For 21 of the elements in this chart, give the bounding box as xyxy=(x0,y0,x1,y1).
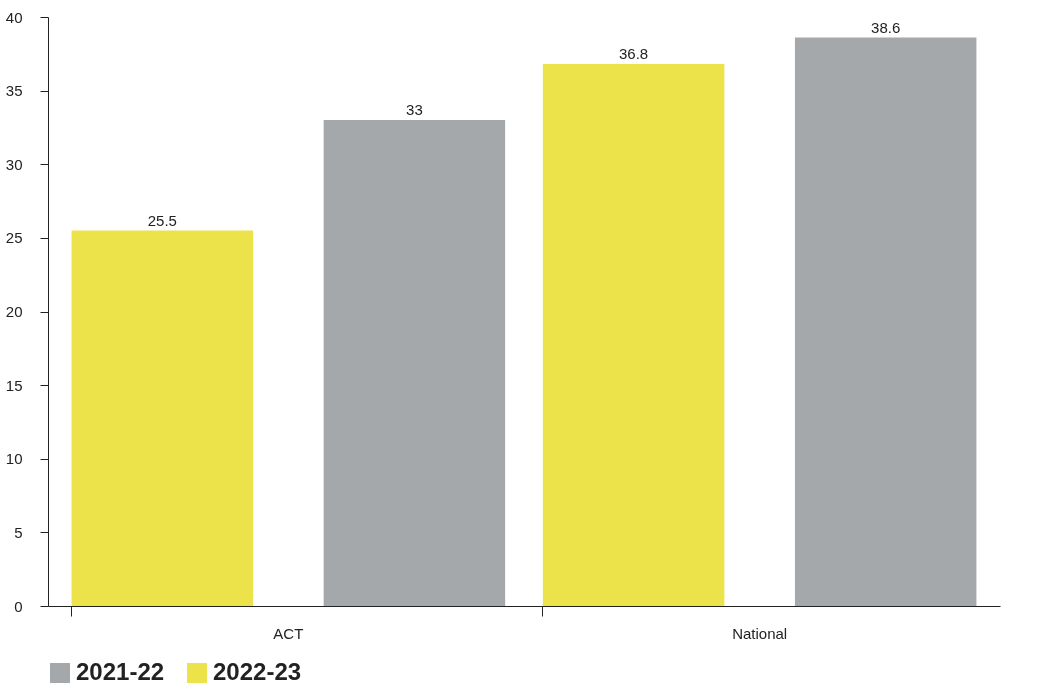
bar xyxy=(323,120,506,606)
data-label: 38.6 xyxy=(871,18,901,36)
bar xyxy=(71,230,254,606)
y-tick-label: 15 xyxy=(5,376,23,394)
legend-label: 2022-23 xyxy=(213,658,302,685)
x-tick-label: National xyxy=(732,624,788,642)
bar xyxy=(542,64,725,606)
data-label: 33 xyxy=(406,101,423,119)
legend-label: 2021-22 xyxy=(76,658,165,685)
y-tick-label: 30 xyxy=(5,155,23,173)
y-tick-label: 35 xyxy=(5,82,23,100)
y-tick-label: 40 xyxy=(5,8,23,26)
y-tick-label: 25 xyxy=(5,229,23,247)
y-tick-label: 20 xyxy=(5,303,23,320)
data-label: 36.8 xyxy=(619,45,649,63)
x-tick-label: ACT xyxy=(273,624,304,642)
bar xyxy=(794,37,977,606)
y-tick-label: 10 xyxy=(5,450,23,468)
y-tick-label: 5 xyxy=(14,523,23,541)
data-label: 25.5 xyxy=(147,211,177,229)
y-tick-label: 0 xyxy=(14,597,23,615)
